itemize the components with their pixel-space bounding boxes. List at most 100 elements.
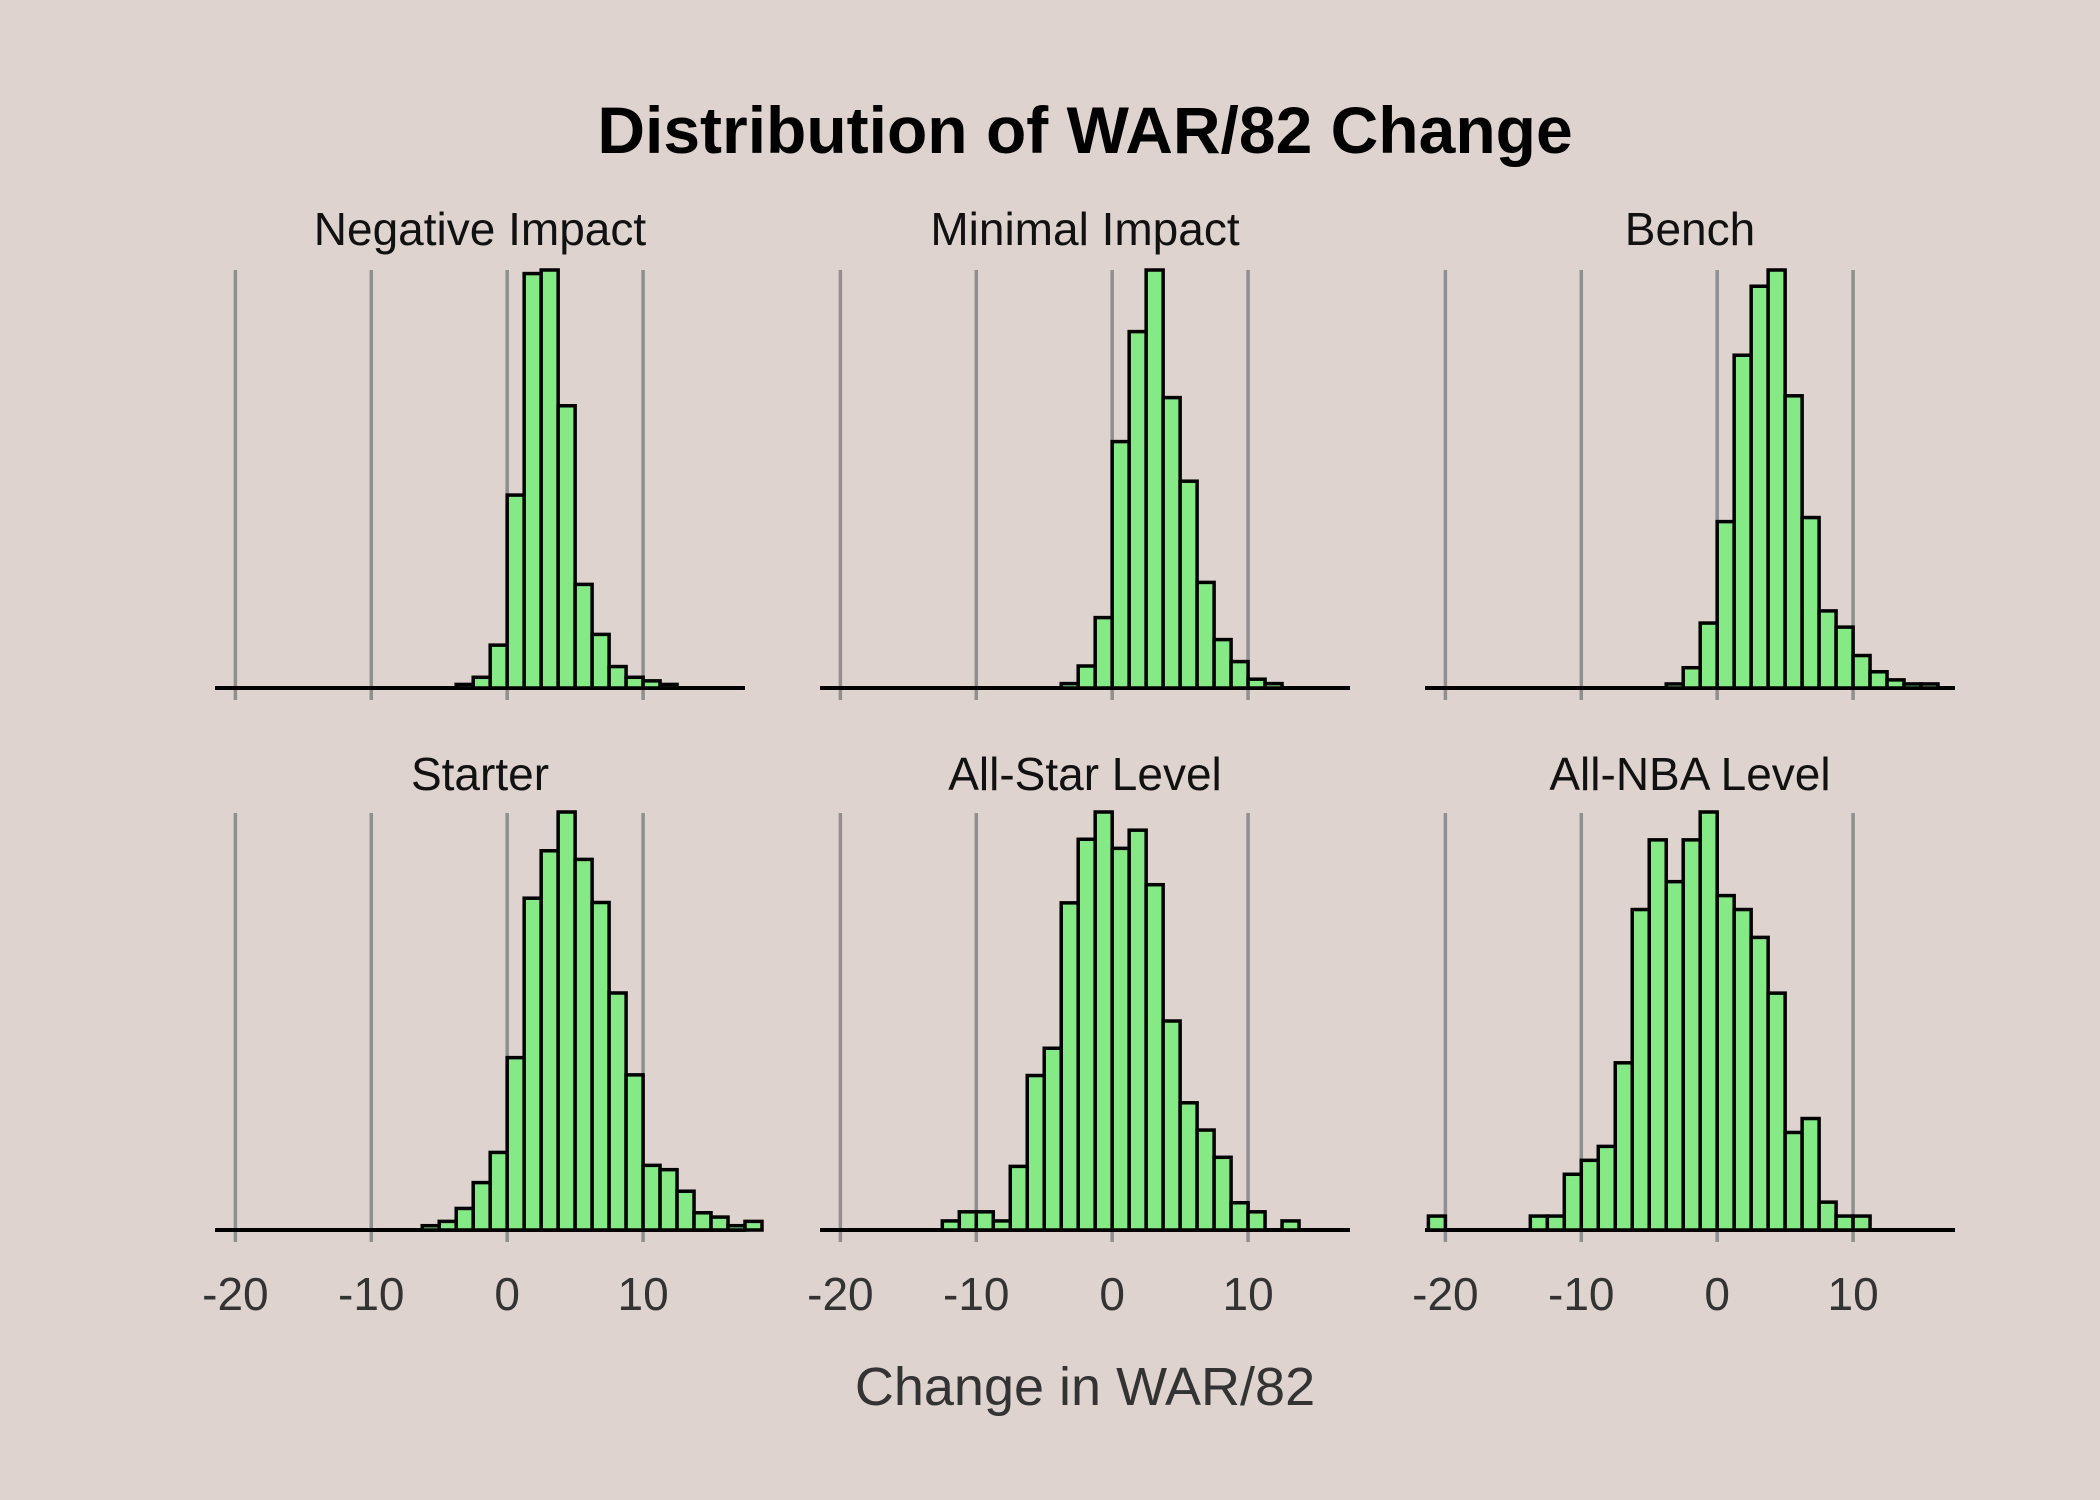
histogram-bar <box>1008 1164 1029 1232</box>
histogram-bar <box>1851 653 1872 690</box>
x-tick-label: 0 <box>494 1268 520 1320</box>
histogram-bar <box>1817 609 1838 690</box>
histogram-bar <box>1800 1116 1821 1232</box>
panel-title: All-NBA Level <box>1549 748 1830 800</box>
histogram-bar <box>1246 677 1267 690</box>
histogram-bar <box>1783 394 1804 690</box>
panel-starter: Starter -20 -10 0 10 <box>202 748 764 1320</box>
histogram-bar <box>522 896 543 1232</box>
histogram-bar <box>1817 1200 1838 1232</box>
histogram-bar <box>1195 580 1216 690</box>
x-tick-label: -20 <box>202 1268 268 1320</box>
histogram-bar <box>1579 1158 1601 1232</box>
panel-bench: Bench <box>1425 203 1955 700</box>
histogram-bar <box>1127 329 1148 690</box>
panel-all-nba-level: All-NBA Level -20 -10 0 10 <box>1412 748 1955 1320</box>
histogram-bar <box>692 1211 713 1232</box>
histogram-bar <box>1144 268 1165 690</box>
histogram-bar <box>1868 670 1889 690</box>
histogram-panels: Negative Impact Minimal Impact Bench Starte… <box>202 203 1955 1320</box>
histogram-bar <box>1783 1130 1804 1232</box>
histogram-bar <box>437 1219 458 1232</box>
histogram-bar <box>675 1189 696 1232</box>
histogram-bar <box>641 679 662 690</box>
histogram-bar <box>522 271 543 690</box>
histogram-bar <box>1161 1019 1182 1232</box>
histogram-bar <box>1076 664 1097 690</box>
histogram-bar <box>957 1210 979 1232</box>
histogram-bar <box>1732 907 1753 1232</box>
histogram-bar <box>1698 810 1719 1232</box>
histogram-bar <box>1749 935 1770 1232</box>
x-tick-label: 10 <box>1222 1268 1273 1320</box>
histogram-bar <box>1647 838 1668 1232</box>
panel-minimal-impact: Minimal Impact <box>820 203 1350 700</box>
histogram-bar <box>1528 1214 1550 1232</box>
x-tick-label: -20 <box>1412 1268 1478 1320</box>
histogram-bar <box>1698 621 1719 690</box>
histogram-bar <box>590 900 611 1232</box>
histogram-bar <box>1715 519 1736 690</box>
x-tick-label: -20 <box>807 1268 873 1320</box>
x-tick-label: -10 <box>338 1268 404 1320</box>
histogram-bar <box>1110 846 1131 1232</box>
histogram-bar <box>1127 828 1148 1232</box>
x-tick-label: -10 <box>1548 1268 1614 1320</box>
histogram-bar <box>1161 395 1182 690</box>
histogram-bar <box>940 1219 962 1232</box>
histogram-bar <box>1715 893 1736 1232</box>
histogram-bar <box>658 1167 679 1232</box>
histogram-bar <box>658 682 679 690</box>
histogram-bar <box>539 268 560 690</box>
histogram-bar <box>726 1223 747 1232</box>
histogram-bar <box>1059 901 1080 1232</box>
histogram-bar <box>488 643 509 690</box>
histogram-bar <box>624 675 645 690</box>
histogram-bar <box>471 1180 492 1232</box>
histogram-bar <box>505 1055 526 1232</box>
histogram-bar <box>1766 991 1787 1232</box>
histogram-bar <box>1766 268 1787 690</box>
histogram-bar <box>1834 1214 1855 1232</box>
histogram-bar <box>1093 810 1114 1232</box>
histogram-bar <box>1885 678 1906 690</box>
histogram-bar <box>607 991 628 1232</box>
histogram-bar <box>1681 665 1702 690</box>
panel-title: Minimal Impact <box>930 203 1240 255</box>
x-tick-label: 10 <box>1827 1268 1878 1320</box>
histogram-bar <box>488 1150 509 1232</box>
histogram-bar <box>1800 515 1821 690</box>
histogram-bar <box>539 849 560 1232</box>
histogram-bar <box>624 1073 645 1232</box>
histogram-bar <box>1596 1144 1618 1232</box>
histogram-bar <box>1025 1073 1046 1232</box>
histogram-bar <box>1834 625 1855 690</box>
panel-title: Negative Impact <box>314 203 647 255</box>
histogram-bar <box>1229 659 1250 690</box>
histogram-bar <box>556 404 577 690</box>
histogram-bar <box>420 1223 441 1232</box>
histogram-bar <box>1076 837 1097 1232</box>
histogram-bar <box>1144 882 1165 1232</box>
histogram-bar <box>1093 615 1114 690</box>
chart-title: Distribution of WAR/82 Change <box>597 93 1572 167</box>
histogram-bar <box>1212 637 1233 690</box>
histogram-bar <box>1664 879 1685 1232</box>
panel-title: All-Star Level <box>948 748 1222 800</box>
histogram-bar <box>1426 1214 1448 1232</box>
histogram-bar <box>1613 1061 1634 1232</box>
histogram-bar <box>556 810 577 1232</box>
histogram-bar <box>1562 1172 1584 1232</box>
histogram-bar <box>505 493 526 690</box>
histogram-bar <box>1195 1128 1216 1232</box>
histogram-bar <box>1178 1101 1199 1232</box>
histogram-bar <box>471 675 492 690</box>
histogram-bar <box>1851 1214 1872 1232</box>
histogram-bar <box>573 582 594 690</box>
x-tick-label: -10 <box>943 1268 1009 1320</box>
histogram-bar <box>1902 682 1923 690</box>
x-tick-label: 10 <box>617 1268 668 1320</box>
histogram-bar <box>1732 353 1753 690</box>
x-tick-label: 0 <box>1704 1268 1730 1320</box>
